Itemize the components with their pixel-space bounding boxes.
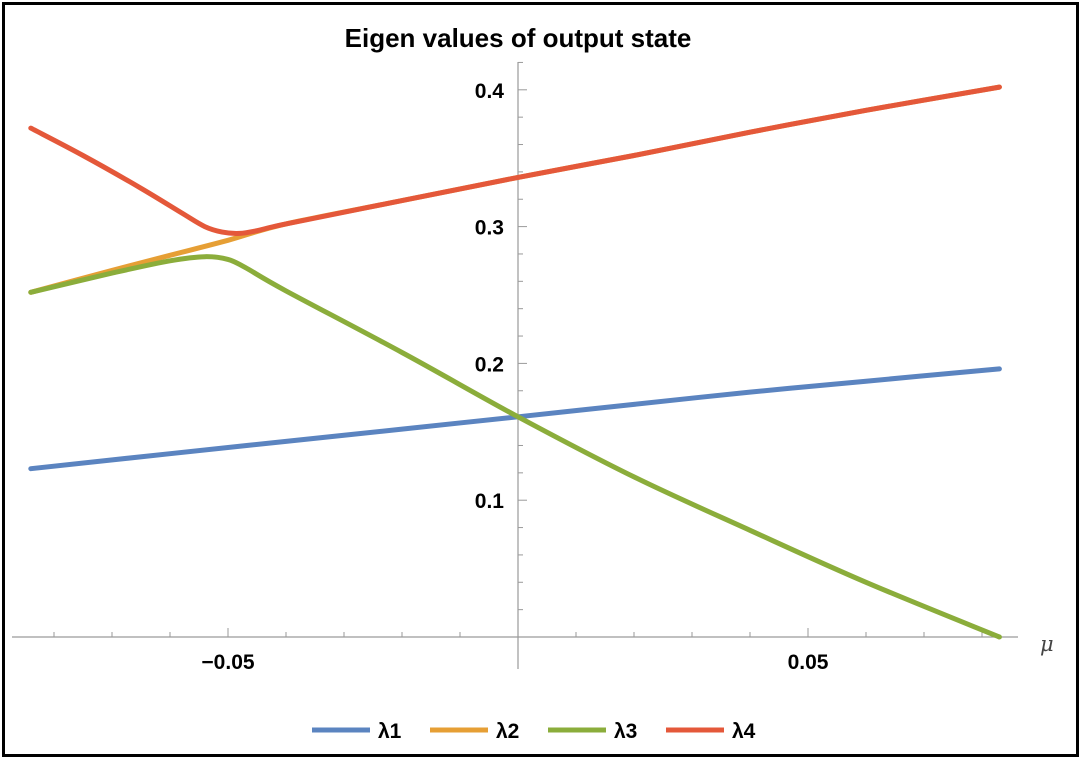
legend-label-lambda2: λ2 [496,720,519,743]
series-layer [28,84,1002,640]
legend-label-lambda4: λ4 [732,720,756,743]
chart-title: Eigen values of output state [345,23,692,53]
x-tick-label: 0.05 [788,651,829,674]
legend: λ1 λ2 λ3 λ4 [312,720,756,743]
legend-label-lambda3: λ3 [614,720,637,743]
series-line-lambda1 [28,366,1002,472]
y-tick-label: 0.3 [475,217,504,240]
series-line-lambda3 [28,254,1002,640]
legend-label-lambda1: λ1 [378,720,402,743]
x-axis-label: μ [1040,632,1054,656]
y-tick-label: 0.4 [475,80,505,103]
y-tick-label: 0.1 [475,490,505,513]
x-tick-label: −0.05 [201,651,254,674]
series-line-lambda4 [28,84,1002,236]
axes: −0.05 0.05 0.1 0.2 0.3 0.4 μ [12,61,1054,674]
y-tick-label: 0.2 [475,353,504,376]
